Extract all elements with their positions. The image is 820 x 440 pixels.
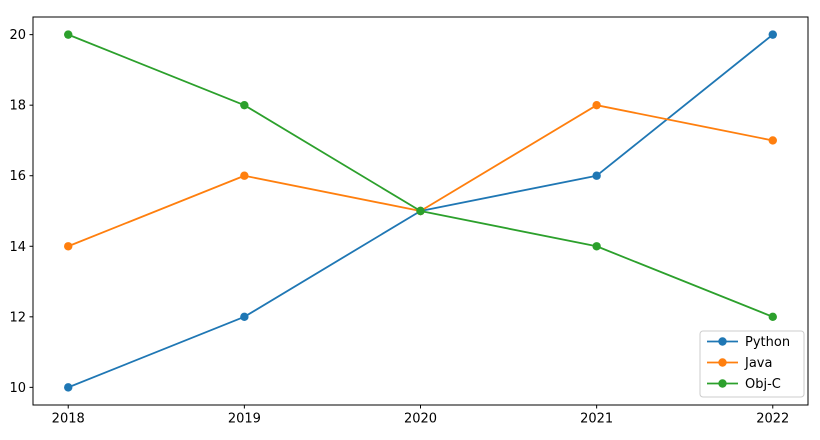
data-point-obj-c [768, 312, 777, 322]
x-tick-label: 2020 [404, 412, 437, 427]
data-point-python [592, 171, 601, 180]
x-tick-label: 2018 [52, 412, 85, 427]
data-point-python [64, 383, 73, 392]
data-point-java [64, 242, 73, 251]
y-tick-label: 18 [9, 99, 26, 114]
x-tick-label: 2019 [228, 412, 261, 427]
y-tick-label: 14 [9, 240, 26, 255]
data-point-obj-c [240, 100, 249, 110]
x-tick-label: 2021 [580, 412, 613, 427]
legend-label-python: Python [745, 335, 790, 350]
y-tick-label: 12 [9, 310, 26, 325]
axes-frame [32, 16, 809, 406]
y-tick-label: 16 [9, 169, 26, 184]
legend-marker-obj-c [718, 379, 727, 388]
data-point-java [768, 136, 777, 145]
y-tick-label: 20 [9, 28, 26, 43]
data-point-python [768, 30, 777, 39]
legend-box [699, 330, 805, 398]
legend-label-obj-c: Obj-C [745, 377, 781, 392]
data-point-java [592, 100, 601, 110]
legend-marker-java [718, 358, 727, 367]
data-point-obj-c [416, 206, 425, 216]
legend-label-java: Java [744, 356, 772, 371]
legend-marker-python [718, 337, 727, 346]
x-tick-label: 2022 [756, 412, 789, 427]
data-point-python [240, 312, 249, 322]
y-tick-label: 10 [9, 381, 26, 396]
data-point-obj-c [64, 30, 73, 39]
data-point-java [240, 171, 249, 180]
data-point-obj-c [592, 242, 601, 251]
